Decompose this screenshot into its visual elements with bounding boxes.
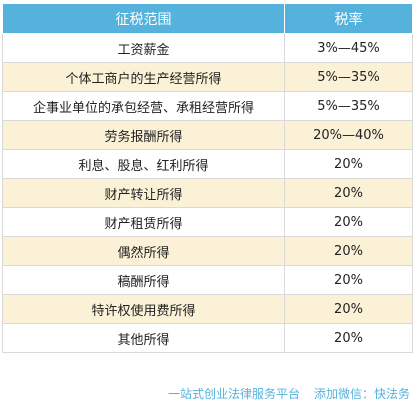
table-header-row: 征税范围 税率 <box>2 3 413 34</box>
table-row: 个体工商户的生产经营所得 5%—35% <box>2 62 413 92</box>
rate-cell: 5%—35% <box>284 91 413 121</box>
scope-cell: 财产转让所得 <box>2 178 285 208</box>
scope-cell: 劳务报酬所得 <box>2 120 285 150</box>
scope-cell: 个体工商户的生产经营所得 <box>2 62 285 92</box>
table-row: 财产转让所得 20% <box>2 178 413 208</box>
header-rate: 税率 <box>284 3 413 34</box>
tax-rate-table: 征税范围 税率 工资薪金 3%—45% 个体工商户的生产经营所得 5%—35% … <box>2 3 413 353</box>
table-row: 利息、股息、红利所得 20% <box>2 149 413 179</box>
rate-cell: 5%—35% <box>284 62 413 92</box>
table-row: 其他所得 20% <box>2 323 413 353</box>
table-row: 财产租赁所得 20% <box>2 207 413 237</box>
scope-cell: 其他所得 <box>2 323 285 353</box>
table-row: 企事业单位的承包经营、承租经营所得 5%—35% <box>2 91 413 121</box>
scope-cell: 企事业单位的承包经营、承租经营所得 <box>2 91 285 121</box>
rate-cell: 3%—45% <box>284 33 413 63</box>
table-row: 特许权使用费所得 20% <box>2 294 413 324</box>
scope-cell: 特许权使用费所得 <box>2 294 285 324</box>
rate-cell: 20% <box>284 236 413 266</box>
footer-platform-text: 一站式创业法律服务平台 <box>167 387 300 401</box>
scope-cell: 偶然所得 <box>2 236 285 266</box>
rate-cell: 20% <box>284 265 413 295</box>
rate-cell: 20% <box>284 294 413 324</box>
rate-cell: 20% <box>284 323 413 353</box>
footer-wechat-text: 添加微信：快法务 <box>313 387 410 401</box>
rate-cell: 20% <box>284 149 413 179</box>
header-scope: 征税范围 <box>2 3 285 34</box>
rate-cell: 20%—40% <box>284 120 413 150</box>
table-row: 稿酬所得 20% <box>2 265 413 295</box>
rate-cell: 20% <box>284 207 413 237</box>
table-row: 劳务报酬所得 20%—40% <box>2 120 413 150</box>
table-row: 工资薪金 3%—45% <box>2 33 413 63</box>
scope-cell: 利息、股息、红利所得 <box>2 149 285 179</box>
table-row: 偶然所得 20% <box>2 236 413 266</box>
scope-cell: 工资薪金 <box>2 33 285 63</box>
scope-cell: 稿酬所得 <box>2 265 285 295</box>
rate-cell: 20% <box>284 178 413 208</box>
scope-cell: 财产租赁所得 <box>2 207 285 237</box>
footer-note: 一站式创业法律服务平台 添加微信：快法务 <box>0 385 410 402</box>
